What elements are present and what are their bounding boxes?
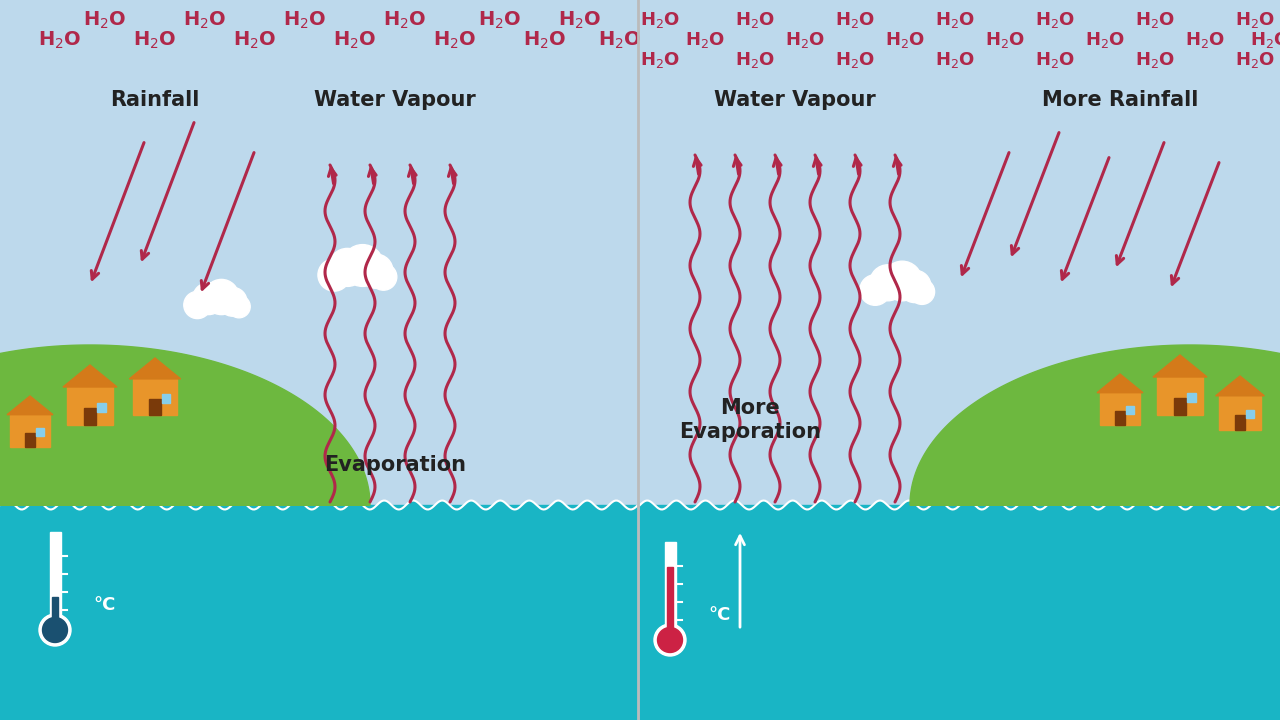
Polygon shape (1153, 355, 1207, 377)
Polygon shape (1097, 374, 1143, 392)
Text: H$_2$O: H$_2$O (479, 9, 522, 31)
Text: H$_2$O: H$_2$O (1235, 50, 1275, 70)
Text: H$_2$O: H$_2$O (1235, 10, 1275, 30)
Text: H$_2$O: H$_2$O (1036, 10, 1075, 30)
Bar (84, 408, 96, 425)
Circle shape (38, 614, 70, 646)
Bar (667, 567, 673, 632)
Text: H$_2$O: H$_2$O (383, 9, 426, 31)
Text: Water Vapour: Water Vapour (714, 90, 876, 110)
Text: More Rainfall: More Rainfall (1042, 90, 1198, 110)
Circle shape (218, 287, 247, 316)
Polygon shape (1216, 376, 1265, 396)
Text: H$_2$O: H$_2$O (1036, 50, 1075, 70)
Text: H$_2$O: H$_2$O (1251, 30, 1280, 50)
Text: H$_2$O: H$_2$O (934, 10, 975, 30)
Bar (67, 387, 113, 425)
Text: H$_2$O: H$_2$O (685, 30, 724, 50)
Text: H$_2$O: H$_2$O (835, 50, 876, 70)
Circle shape (204, 279, 239, 315)
Polygon shape (63, 365, 116, 387)
Bar (50, 532, 60, 622)
Text: H$_2$O: H$_2$O (83, 9, 127, 31)
Bar (0, 505, 637, 720)
Text: °C: °C (93, 596, 115, 614)
Text: H$_2$O: H$_2$O (735, 10, 776, 30)
Text: H$_2$O: H$_2$O (1085, 30, 1125, 50)
Circle shape (329, 248, 366, 287)
Text: H$_2$O: H$_2$O (640, 10, 680, 30)
Circle shape (317, 259, 351, 291)
Bar (161, 394, 170, 402)
Text: H$_2$O: H$_2$O (524, 30, 567, 50)
Bar (150, 399, 161, 415)
Circle shape (882, 261, 922, 301)
Polygon shape (910, 345, 1280, 505)
Bar (10, 415, 50, 447)
Text: H$_2$O: H$_2$O (835, 10, 876, 30)
Circle shape (899, 270, 931, 302)
Text: H$_2$O: H$_2$O (183, 9, 227, 31)
Circle shape (192, 282, 224, 315)
Circle shape (228, 295, 250, 318)
Text: More
Evaporation: More Evaporation (678, 397, 820, 442)
Text: H$_2$O: H$_2$O (283, 9, 326, 31)
Bar (1157, 377, 1203, 415)
Text: Evaporation: Evaporation (324, 455, 466, 475)
Text: H$_2$O: H$_2$O (884, 30, 925, 50)
Text: H$_2$O: H$_2$O (1185, 30, 1225, 50)
Circle shape (870, 265, 906, 301)
Polygon shape (129, 358, 180, 379)
Circle shape (42, 618, 68, 642)
Text: Rainfall: Rainfall (110, 90, 200, 110)
Text: H$_2$O: H$_2$O (1135, 10, 1175, 30)
Polygon shape (8, 396, 52, 415)
Bar (133, 379, 177, 415)
Bar (640, 505, 1280, 720)
Text: H$_2$O: H$_2$O (558, 9, 602, 31)
Bar (97, 403, 106, 412)
Text: H$_2$O: H$_2$O (640, 50, 680, 70)
Text: H$_2$O: H$_2$O (233, 30, 276, 50)
Text: H$_2$O: H$_2$O (598, 30, 641, 50)
Circle shape (860, 275, 891, 305)
Bar (1187, 393, 1196, 402)
Text: H$_2$O: H$_2$O (735, 50, 776, 70)
Text: H$_2$O: H$_2$O (333, 30, 376, 50)
Bar (1115, 410, 1125, 425)
Circle shape (342, 245, 384, 287)
Circle shape (358, 254, 393, 288)
Text: H$_2$O: H$_2$O (934, 50, 975, 70)
Text: H$_2$O: H$_2$O (38, 30, 82, 50)
Circle shape (370, 264, 397, 290)
Text: H$_2$O: H$_2$O (133, 30, 177, 50)
Bar (52, 597, 58, 622)
Bar (1247, 410, 1254, 418)
Circle shape (658, 628, 682, 652)
Bar (36, 428, 44, 436)
Bar (664, 542, 676, 632)
Text: H$_2$O: H$_2$O (785, 30, 826, 50)
Bar (1235, 415, 1245, 430)
Circle shape (184, 292, 211, 318)
Text: H$_2$O: H$_2$O (984, 30, 1025, 50)
Bar (24, 433, 35, 447)
Bar (1101, 392, 1139, 425)
Text: Water Vapour: Water Vapour (314, 90, 476, 110)
Bar (1220, 396, 1261, 430)
Polygon shape (0, 345, 370, 505)
Text: °C: °C (708, 606, 731, 624)
Text: H$_2$O: H$_2$O (1135, 50, 1175, 70)
Bar (1174, 398, 1187, 415)
Circle shape (909, 279, 934, 305)
Text: H$_2$O: H$_2$O (434, 30, 476, 50)
Bar (1126, 406, 1134, 414)
Circle shape (654, 624, 686, 656)
